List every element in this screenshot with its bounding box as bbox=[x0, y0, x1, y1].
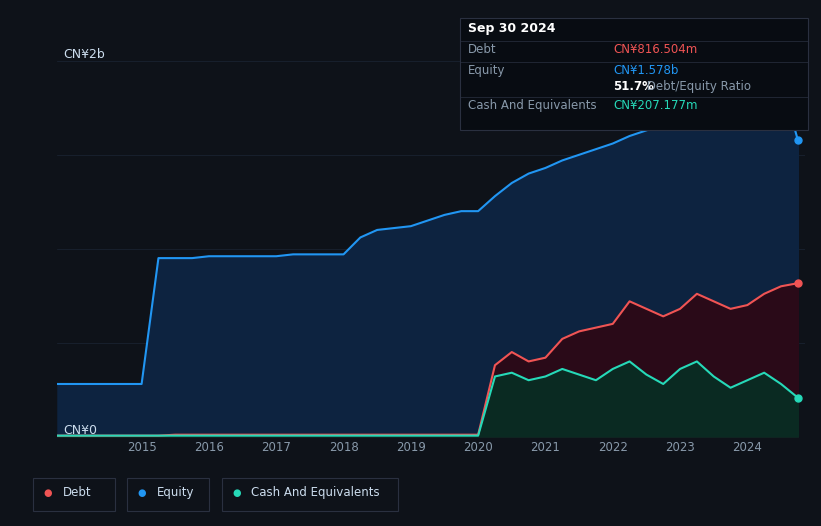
Text: Sep 30 2024: Sep 30 2024 bbox=[468, 22, 556, 35]
Text: CN¥0: CN¥0 bbox=[63, 423, 98, 437]
Text: CN¥1.578b: CN¥1.578b bbox=[613, 64, 678, 77]
Text: Equity: Equity bbox=[157, 487, 195, 499]
Text: CN¥816.504m: CN¥816.504m bbox=[613, 43, 697, 56]
Text: ●: ● bbox=[232, 488, 241, 498]
Text: CN¥207.177m: CN¥207.177m bbox=[613, 99, 698, 113]
Text: Debt: Debt bbox=[468, 43, 497, 56]
Text: ●: ● bbox=[138, 488, 146, 498]
Text: Equity: Equity bbox=[468, 64, 506, 77]
Text: 51.7%: 51.7% bbox=[613, 80, 654, 94]
Text: Debt: Debt bbox=[62, 487, 91, 499]
Text: CN¥2b: CN¥2b bbox=[63, 48, 105, 61]
Text: ●: ● bbox=[44, 488, 52, 498]
Text: Cash And Equivalents: Cash And Equivalents bbox=[251, 487, 380, 499]
Text: Cash And Equivalents: Cash And Equivalents bbox=[468, 99, 597, 113]
Text: Debt/Equity Ratio: Debt/Equity Ratio bbox=[644, 80, 751, 94]
